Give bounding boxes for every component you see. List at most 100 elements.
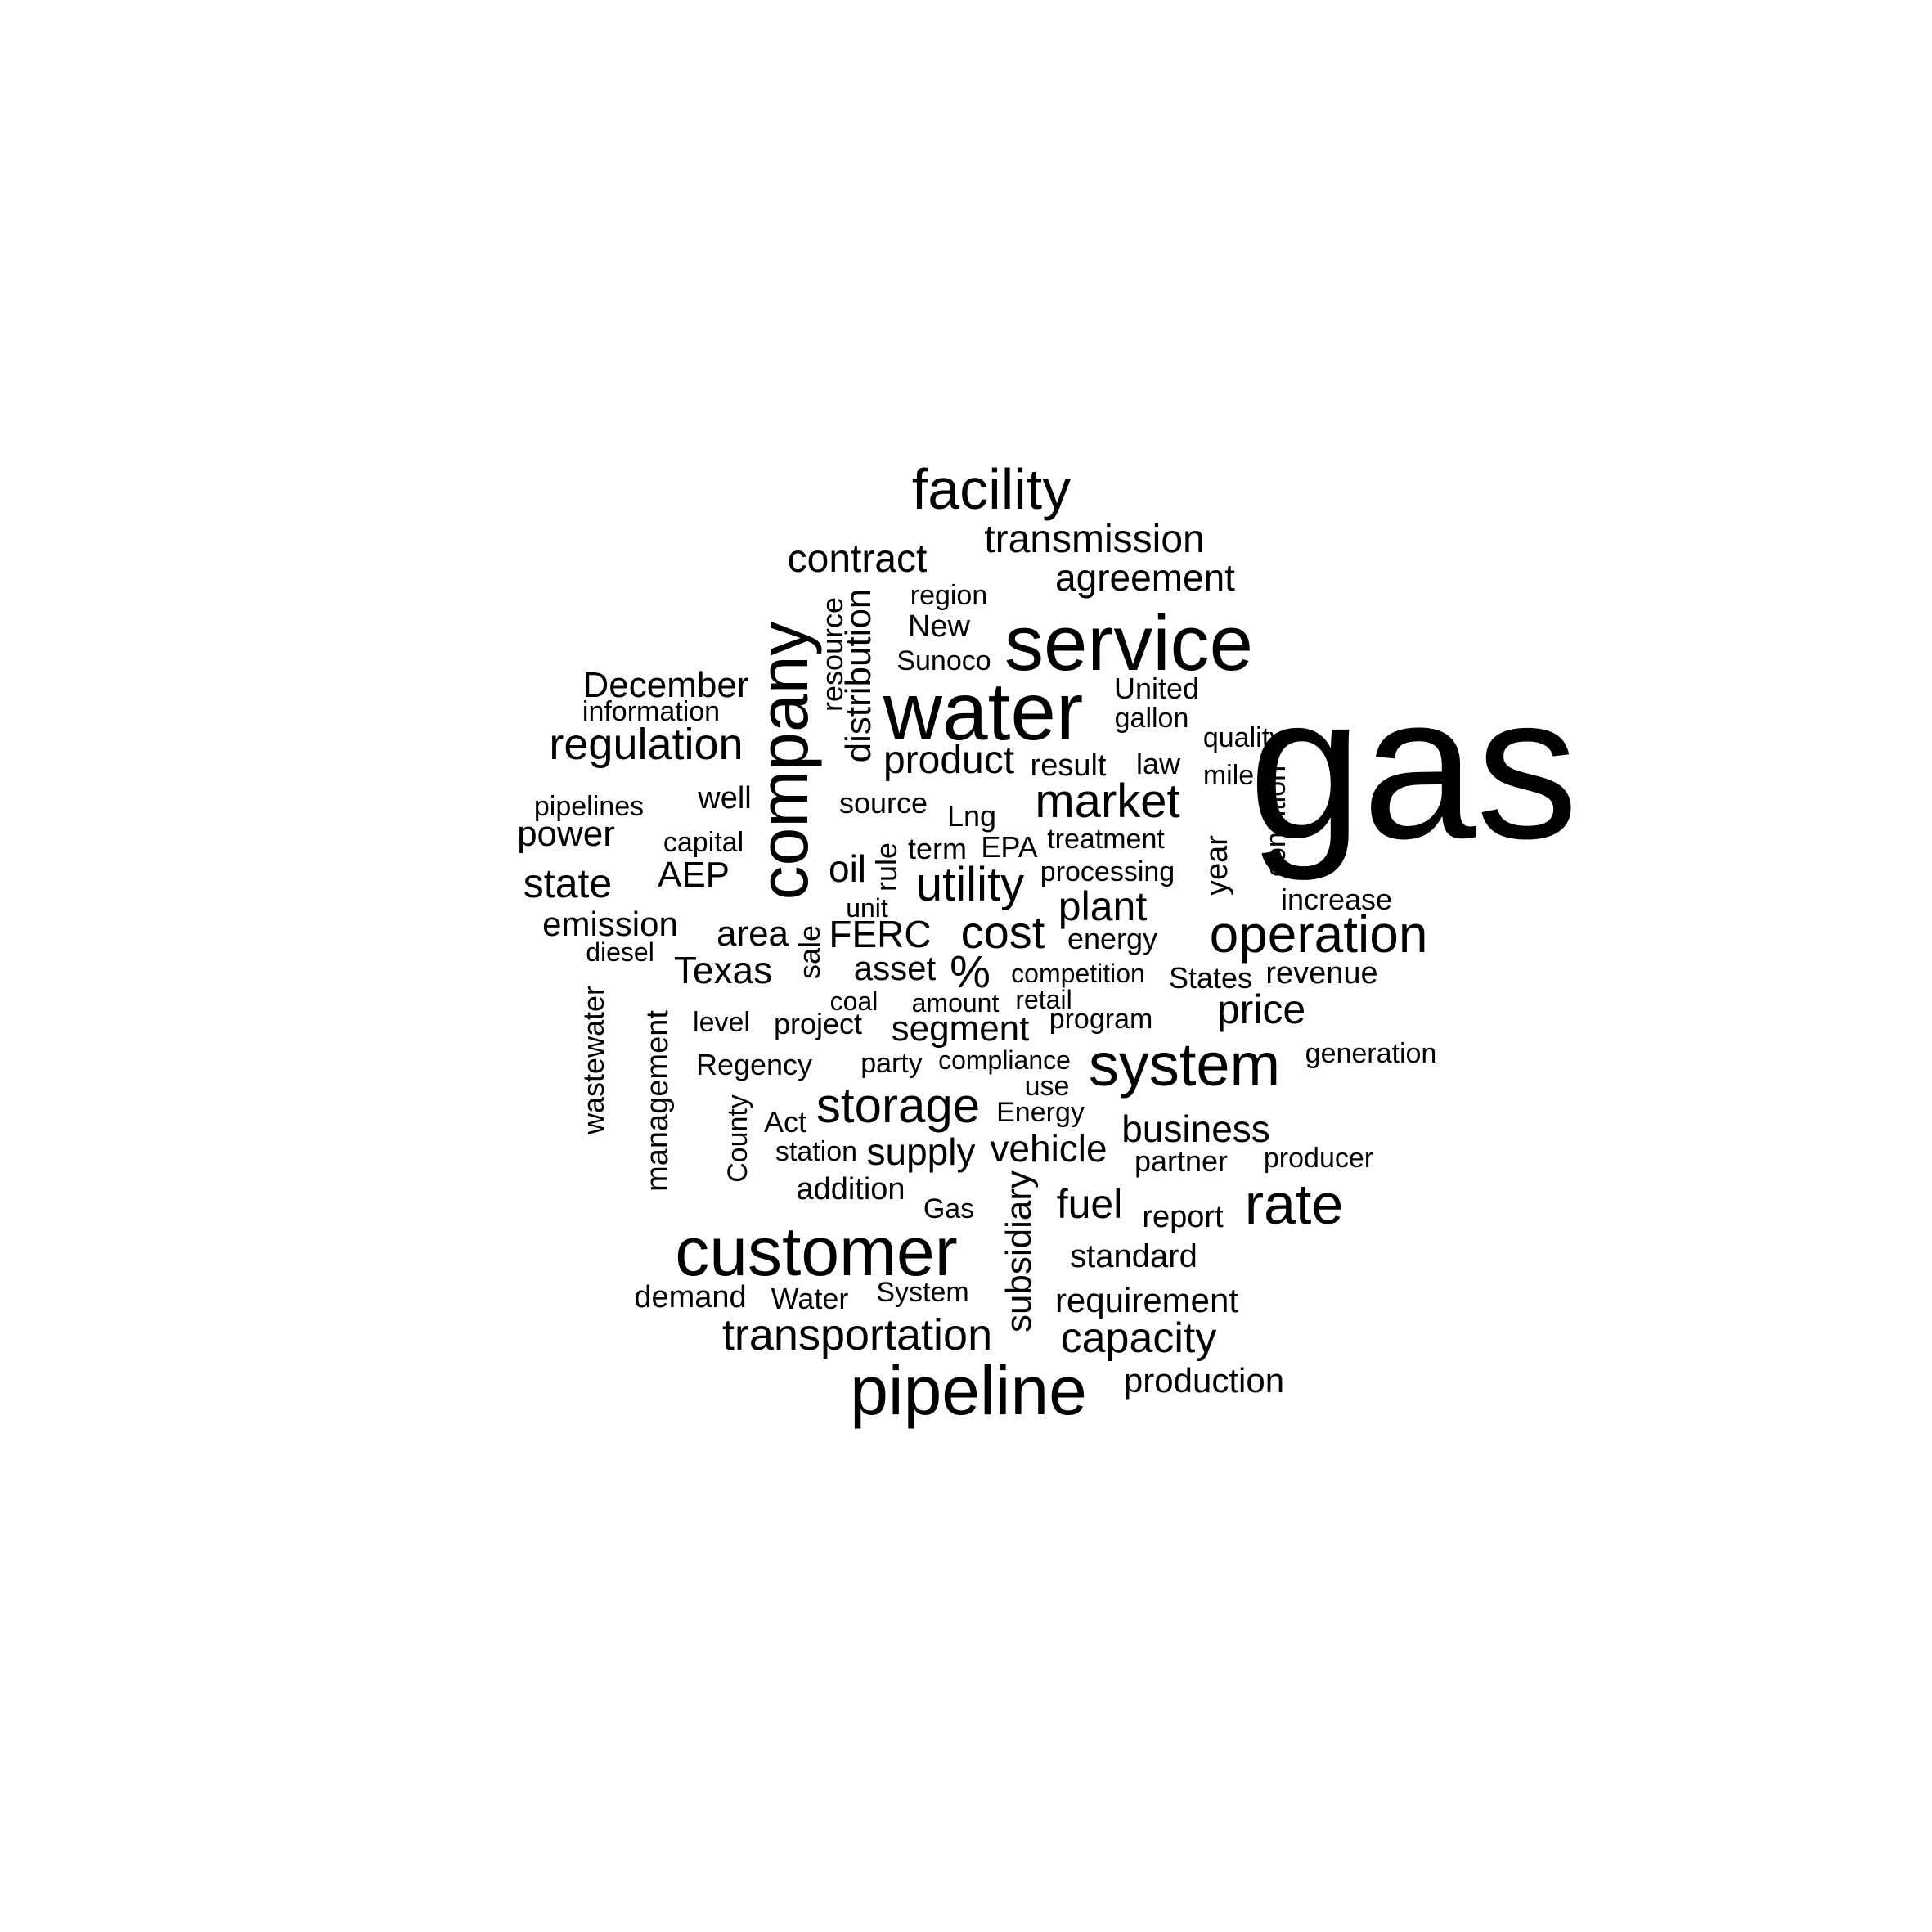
word-party: party [860,1048,923,1079]
word-regulation: regulation [549,720,744,769]
word-product: product [883,739,1015,782]
word-wastewater: wastewater [577,985,610,1135]
word-revenue: revenue [1265,956,1378,991]
word-term: term [908,832,967,865]
word-contract: contract [787,537,928,581]
word-ferc: FERC [829,913,932,955]
word-states: States [1168,961,1253,995]
word-addition: addition [796,1172,905,1206]
word-rule: rule [869,842,903,892]
word-diesel: diesel [586,937,654,967]
word-pipelines: pipelines [533,791,645,822]
word-supply: supply [866,1130,976,1173]
word-storage: storage [815,1078,981,1133]
word-utility: utility [915,858,1025,911]
word-year: year [1200,835,1234,896]
word-percent: % [950,946,991,997]
word-resource: resource [815,596,849,712]
word-energy-cap: Energy [996,1097,1085,1128]
word-lng: Lng [946,799,997,833]
word-quality: quality [1202,722,1284,753]
word-area: area [716,914,789,954]
word-oil: oil [828,847,867,890]
word-increase: increase [1280,883,1393,916]
word-texas: Texas [673,949,773,991]
word-processing: processing [1040,856,1175,887]
word-business: business [1121,1108,1270,1150]
word-customer: customer [675,1213,958,1290]
word-result: result [1030,748,1107,783]
word-company: company [745,621,822,901]
word-subsidiary: subsidiary [999,1170,1039,1333]
word-vehicle: vehicle [990,1127,1108,1170]
word-producer: producer [1263,1143,1374,1174]
word-agreement: agreement [1055,556,1235,599]
word-condition: condition [1260,765,1292,878]
word-capacity: capacity [1060,1314,1217,1362]
word-segment: segment [891,1009,1030,1049]
word-fuel: fuel [1056,1181,1123,1227]
word-epa: EPA [981,830,1038,864]
word-sunoco: Sunoco [896,645,991,676]
word-partner: partner [1134,1144,1229,1178]
word-system: system [1088,1031,1281,1099]
word-operation: operation [1209,905,1428,964]
word-compliance: compliance [938,1045,1071,1075]
word-plant: plant [1058,883,1148,929]
word-use: use [1024,1071,1070,1102]
word-generation: generation [1305,1038,1437,1069]
word-program: program [1049,1004,1153,1035]
word-asset: asset [853,949,937,987]
word-region: region [910,580,988,611]
word-cost: cost [960,906,1045,958]
word-treatment: treatment [1047,824,1165,855]
word-pipeline: pipeline [850,1352,1087,1429]
word-capital: capital [663,827,744,858]
word-coal: coal [829,986,878,1016]
word-gallon: gallon [1114,703,1189,734]
word-gas: gas [1248,653,1579,881]
word-gas-cap: Gas [923,1193,975,1224]
word-sale: sale [793,924,826,980]
word-state: state [523,860,613,906]
word-competition: competition [1011,959,1145,988]
word-management: management [640,1010,675,1192]
word-market: market [1035,775,1180,828]
word-amount: amount [911,988,1000,1018]
word-system-cap: System [876,1277,969,1308]
word-power: power [517,814,615,854]
word-rate: rate [1244,1172,1344,1236]
word-level: level [693,1007,750,1038]
word-source: source [838,786,928,820]
word-retail: retail [1015,985,1072,1014]
word-water-cap: Water [771,1282,849,1315]
word-well: well [698,781,752,815]
word-information: information [582,696,721,727]
word-station: station [775,1136,858,1167]
word-production: production [1123,1361,1285,1400]
word-act: Act [763,1105,807,1139]
word-united: United [1113,672,1200,705]
word-regency: Regency [695,1048,813,1081]
word-mile: mile [1202,760,1255,791]
word-aep: AEP [657,855,730,895]
word-county: County [722,1094,753,1183]
word-price: price [1216,986,1306,1032]
word-service: service [1004,600,1254,687]
word-new: New [907,609,971,644]
word-unit: unit [846,893,888,923]
word-facility: facility [911,457,1072,521]
word-law: law [1135,747,1181,780]
word-water: water [883,666,1084,757]
word-transportation: transportation [721,1310,993,1359]
word-emission: emission [542,905,678,943]
word-energy: energy [1067,922,1158,955]
word-project: project [773,1007,863,1040]
word-transmission: transmission [984,518,1205,561]
word-standard: standard [1070,1238,1197,1274]
word-report: report [1142,1200,1224,1234]
word-requirement: requirement [1054,1281,1239,1319]
word-demand: demand [634,1280,747,1314]
word-december: December [582,665,749,705]
